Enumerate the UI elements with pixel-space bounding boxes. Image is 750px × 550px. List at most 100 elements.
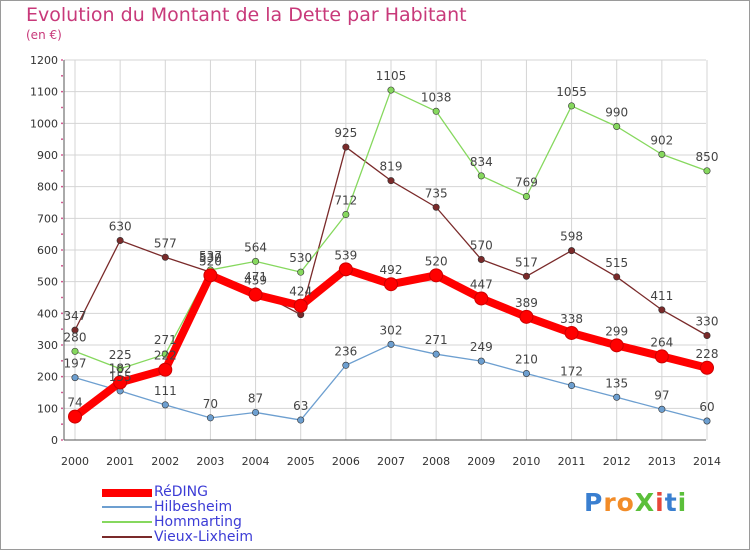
data-point: [474, 291, 489, 306]
y-minor-tick: [61, 359, 63, 362]
data-label: 735: [425, 186, 448, 200]
data-point: [116, 237, 124, 245]
y-tick-label: 400: [37, 307, 58, 320]
data-label: 63: [293, 399, 308, 413]
legend-label: Hilbesheim: [154, 499, 233, 515]
data-label: 459: [244, 274, 267, 288]
legend-swatch: [102, 506, 152, 508]
proxiti-logo: ProXiti: [584, 488, 687, 517]
y-minor-tick: [61, 439, 63, 441]
data-label: 492: [380, 263, 403, 277]
y-minor-tick: [61, 138, 63, 141]
data-label: 517: [515, 255, 538, 269]
data-label: 330: [696, 315, 719, 329]
x-tick-label: 2008: [422, 455, 450, 468]
y-tick-label: 800: [37, 181, 58, 194]
data-point: [342, 361, 350, 369]
y-minor-tick: [61, 312, 63, 315]
y-minor-tick: [61, 185, 63, 188]
data-label: 249: [470, 340, 493, 354]
logo-letter: t: [664, 488, 678, 517]
x-tick-label: 2012: [603, 455, 631, 468]
y-minor-tick: [61, 59, 63, 61]
data-label: 236: [334, 344, 357, 358]
y-minor-tick: [61, 122, 63, 125]
data-point: [609, 338, 624, 353]
data-label: 264: [650, 335, 673, 349]
y-minor-tick: [61, 264, 63, 267]
data-label: 197: [64, 357, 87, 371]
y-minor-tick: [61, 169, 63, 172]
y-minor-tick: [61, 217, 63, 220]
logo-letter: X: [634, 488, 656, 517]
data-point: [342, 143, 350, 151]
y-minor-tick: [61, 296, 63, 299]
y-tick-label: 200: [37, 371, 58, 384]
x-tick-label: 2007: [377, 455, 405, 468]
data-label: 990: [605, 106, 628, 120]
data-label: 539: [334, 248, 357, 262]
legend-swatch: [102, 536, 152, 538]
data-point: [564, 325, 579, 340]
data-point: [116, 365, 124, 373]
data-label: 271: [425, 333, 448, 347]
data-point: [252, 257, 260, 265]
y-tick-label: 700: [37, 212, 58, 225]
logo-letter: o: [616, 488, 635, 517]
y-minor-tick: [61, 375, 63, 378]
legend-swatch: [102, 489, 152, 497]
data-label: 630: [109, 220, 132, 234]
data-label: 520: [425, 254, 448, 268]
y-minor-tick: [61, 391, 63, 394]
data-point: [432, 350, 440, 358]
data-label: 97: [654, 388, 669, 402]
data-point: [519, 309, 534, 324]
data-point: [613, 123, 621, 131]
y-minor-tick: [61, 90, 63, 93]
data-label: 598: [560, 230, 583, 244]
data-point: [206, 414, 214, 422]
data-point: [568, 382, 576, 390]
data-point: [700, 360, 714, 375]
x-tick-label: 2005: [287, 455, 315, 468]
y-minor-tick: [61, 201, 63, 204]
x-tick-label: 2011: [558, 455, 586, 468]
data-point: [477, 255, 485, 263]
y-minor-tick: [61, 233, 63, 236]
x-tick-label: 2000: [61, 455, 89, 468]
data-point: [248, 287, 263, 302]
data-label: 182: [109, 361, 132, 375]
data-point: [71, 347, 79, 355]
x-tick-label: 2004: [242, 455, 270, 468]
y-tick-label: 100: [37, 402, 58, 415]
data-point: [297, 416, 305, 424]
data-point: [522, 369, 530, 377]
x-tick-label: 2014: [693, 455, 721, 468]
y-minor-tick: [61, 280, 63, 283]
data-point: [293, 298, 308, 313]
data-point: [387, 340, 395, 348]
x-tick-label: 2006: [332, 455, 360, 468]
data-point: [658, 306, 666, 314]
data-label: 74: [67, 396, 82, 410]
data-label: 515: [605, 256, 628, 270]
data-label: 447: [470, 277, 493, 291]
data-label: 530: [289, 251, 312, 265]
data-label: 70: [203, 397, 218, 411]
data-point: [568, 247, 576, 255]
data-point: [522, 272, 530, 280]
data-label: 925: [334, 126, 357, 140]
data-point: [71, 374, 79, 382]
x-tick-label: 2013: [648, 455, 676, 468]
data-label: 411: [650, 289, 673, 303]
data-label: 564: [244, 240, 267, 254]
data-point: [161, 401, 169, 409]
data-label: 338: [560, 312, 583, 326]
data-label: 769: [515, 175, 538, 189]
data-label: 530: [199, 251, 222, 265]
data-label: 87: [248, 391, 263, 405]
data-label: 1105: [376, 69, 407, 83]
logo-letter: i: [655, 488, 665, 517]
data-label: 1055: [556, 85, 587, 99]
